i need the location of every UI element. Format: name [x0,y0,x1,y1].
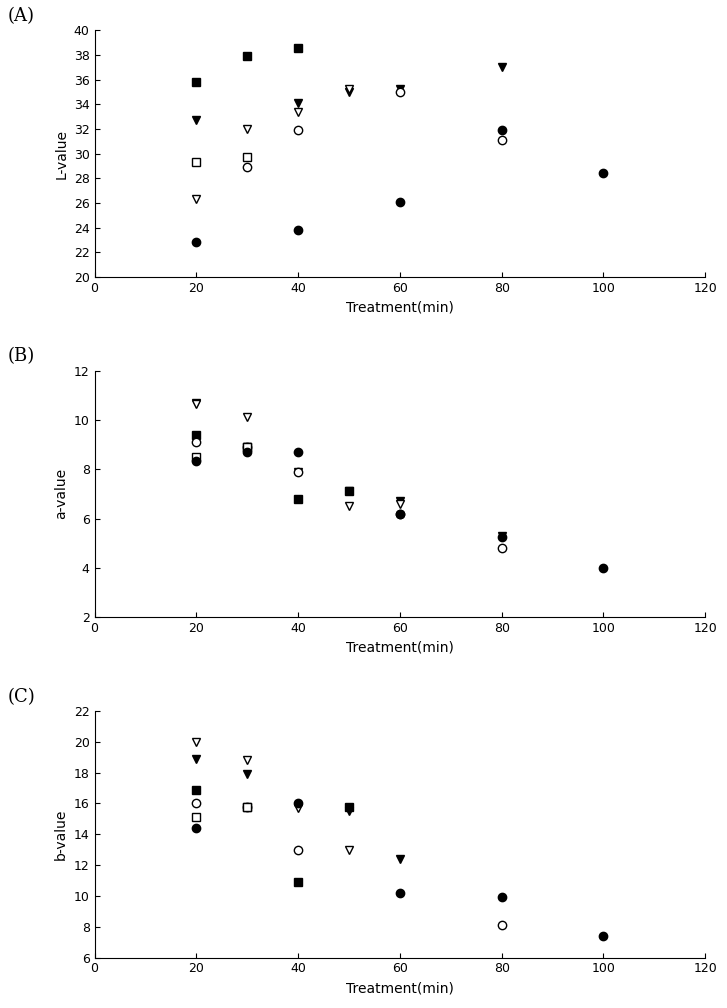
Text: (A): (A) [7,7,34,25]
X-axis label: Treatment(min): Treatment(min) [346,300,454,314]
Y-axis label: b-value: b-value [55,808,68,860]
Text: (C): (C) [7,687,35,706]
X-axis label: Treatment(min): Treatment(min) [346,981,454,995]
Text: (B): (B) [7,348,34,366]
X-axis label: Treatment(min): Treatment(min) [346,641,454,654]
Y-axis label: L-value: L-value [55,129,68,178]
Y-axis label: a-value: a-value [55,469,68,519]
